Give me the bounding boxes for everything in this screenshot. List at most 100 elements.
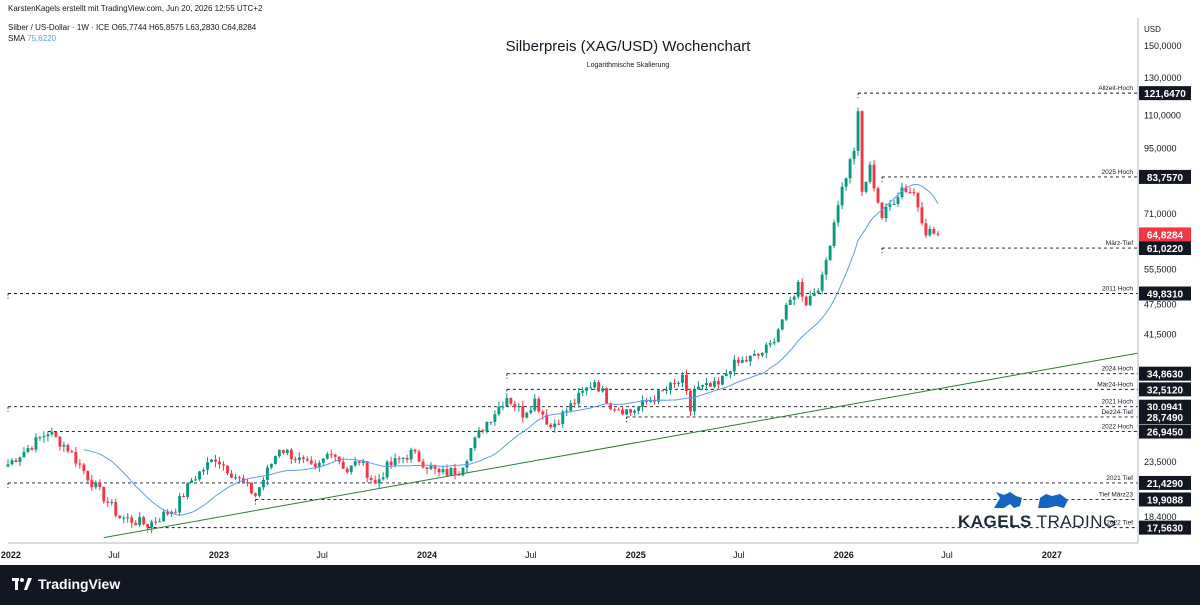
level-label: März-Tief xyxy=(1106,240,1133,247)
price-chart[interactable]: Silberpreis (XAG/USD) Wochenchart Logari… xyxy=(0,0,1200,565)
candle-body xyxy=(473,437,477,449)
candle-body xyxy=(796,281,800,297)
candle-body xyxy=(681,374,684,383)
y-tick-label: 23,5000 xyxy=(1144,457,1177,467)
candle-body xyxy=(581,390,585,393)
candle-body xyxy=(585,387,589,391)
candle-body xyxy=(273,456,277,464)
y-tick-label: 95,0000 xyxy=(1144,144,1177,154)
price-label-box xyxy=(1139,241,1191,256)
x-tick-label: 2027 xyxy=(1042,550,1062,560)
candle-body xyxy=(353,461,357,466)
candle-body xyxy=(357,461,361,463)
candle-body xyxy=(401,457,405,459)
candle-body xyxy=(158,521,162,523)
candle-body xyxy=(285,449,289,453)
candle-body xyxy=(421,461,425,468)
y-tick-label: 55,5000 xyxy=(1144,264,1177,274)
ohlc-low: L63,2830 xyxy=(185,23,220,32)
candle-body xyxy=(637,406,641,411)
candle-body xyxy=(190,480,194,483)
candle-body xyxy=(601,388,605,392)
price-label: 34,8630 xyxy=(1147,370,1184,381)
price-label: 26,9450 xyxy=(1147,428,1184,439)
level-label: Tief März23 xyxy=(1099,491,1133,498)
level-label: 2021 Tief xyxy=(1106,475,1133,482)
candle-body xyxy=(856,111,860,151)
candle-body xyxy=(461,467,465,476)
candle-body xyxy=(313,463,317,468)
y-tick-label: 110,0000 xyxy=(1144,111,1181,121)
candle-body xyxy=(529,410,533,413)
candle-body xyxy=(369,477,373,480)
candle-body xyxy=(469,448,473,462)
price-label-box xyxy=(1139,366,1191,381)
credit-line: KarstenKagels erstellt mit TradingView.c… xyxy=(8,4,263,13)
candle-body xyxy=(764,344,768,353)
candle-body xyxy=(513,403,517,408)
candle-body xyxy=(820,274,824,291)
axis-unit: USD xyxy=(1144,25,1161,34)
candle-body xyxy=(281,450,285,453)
candle-body xyxy=(577,392,581,404)
sma-label: SMA xyxy=(8,34,25,43)
candle-body xyxy=(740,360,744,363)
candle-body xyxy=(417,451,421,462)
candle-body xyxy=(102,486,106,502)
candle-body xyxy=(437,468,441,473)
candle-body xyxy=(613,409,617,411)
candle-body xyxy=(629,409,633,413)
candle-body xyxy=(788,299,792,305)
candle-body xyxy=(920,207,924,224)
chart-subtitle: Logarithmische Skalierung xyxy=(587,62,670,69)
candle-body xyxy=(62,445,66,447)
candle-body xyxy=(545,414,549,425)
level-label: Dez24-Tief xyxy=(1101,409,1133,416)
candle-body xyxy=(317,462,321,468)
chart-title: Silberpreis (XAG/USD) Wochenchart xyxy=(506,38,752,55)
candle-body xyxy=(261,479,265,488)
candle-body xyxy=(916,192,920,208)
candle-body xyxy=(541,411,545,415)
price-label: 19,9088 xyxy=(1147,495,1184,506)
x-tick-label: Jul xyxy=(108,550,120,560)
bull-bear-icon xyxy=(994,492,1068,508)
candle-body xyxy=(433,465,437,469)
candle-body xyxy=(122,517,126,519)
price-label: 49,8310 xyxy=(1147,289,1184,300)
candle-body xyxy=(178,496,182,513)
candle-body xyxy=(716,381,720,385)
candle-body xyxy=(329,454,333,456)
y-tick-label: 150,0000 xyxy=(1144,41,1182,51)
tradingview-logo[interactable]: TradingView xyxy=(12,576,120,592)
candle-body xyxy=(481,430,485,432)
candle-body xyxy=(896,197,900,204)
price-label-box xyxy=(1139,286,1191,301)
level-label: 2022 Tief xyxy=(1106,520,1133,527)
candle-body xyxy=(621,409,625,415)
candle-body xyxy=(597,382,601,392)
candle-body xyxy=(693,389,696,412)
candle-body xyxy=(824,260,828,275)
x-tick-label: Jul xyxy=(733,550,745,560)
ohlc-high: H65,8575 xyxy=(148,23,184,32)
candle-body xyxy=(852,150,856,160)
x-tick-label: 2022 xyxy=(1,550,21,560)
last-price-label: 64,8284 xyxy=(1147,230,1184,241)
price-label-box xyxy=(1139,424,1191,439)
y-tick-label: 130,0000 xyxy=(1144,73,1182,83)
candle-body xyxy=(521,405,525,418)
candle-body xyxy=(864,181,868,192)
candle-body xyxy=(341,461,345,469)
candle-body xyxy=(22,451,26,458)
candle-body xyxy=(333,454,337,457)
candle-body xyxy=(756,353,760,356)
price-label: 32,5120 xyxy=(1147,385,1184,396)
tradingview-brand: TradingView xyxy=(38,576,121,592)
candle-body xyxy=(609,403,613,410)
candle-body xyxy=(106,501,110,503)
candle-body xyxy=(409,449,413,460)
candle-body xyxy=(453,467,457,475)
candle-body xyxy=(677,382,680,384)
candle-body xyxy=(661,390,664,392)
